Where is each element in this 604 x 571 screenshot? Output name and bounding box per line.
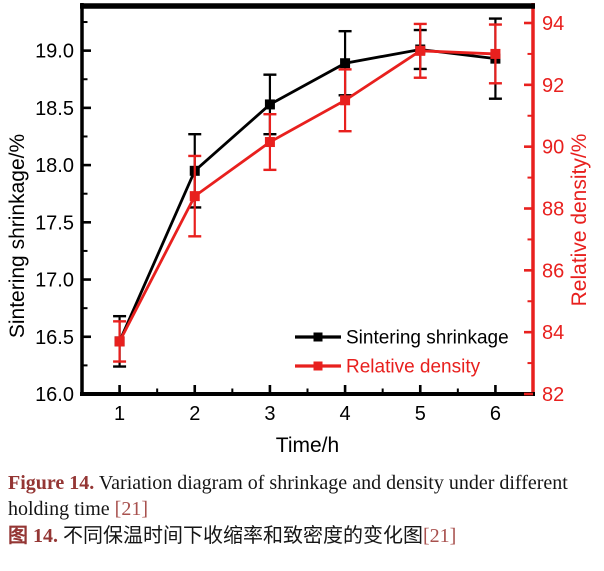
right-axis-tick-label: 82 — [542, 384, 564, 406]
x-axis-tick-label: 3 — [264, 403, 275, 425]
left-axis-tick-label: 18.5 — [35, 98, 74, 120]
left-axis-tick-label: 16.5 — [35, 327, 74, 349]
data-point-marker — [189, 191, 200, 202]
left-axis-tick-label: 16.0 — [35, 384, 74, 406]
left-axis: 16.0 16.5 17.0 17.5 18.0 18.5 19.0 — [35, 21, 91, 406]
right-axis-tick-label: 92 — [542, 75, 564, 97]
x-axis-tick-label: 2 — [189, 403, 200, 425]
right-axis-tick-label: 90 — [542, 137, 564, 159]
legend-label: Sintering shrinkage — [346, 328, 509, 349]
citation-ref-en[interactable]: [21] — [114, 498, 148, 521]
citation-ref-zh[interactable]: [21] — [423, 524, 457, 547]
legend-marker — [313, 361, 323, 371]
figure-caption: Figure 14. Variation diagram of shrinkag… — [0, 460, 604, 549]
legend-label: Relative density — [346, 357, 481, 378]
series-left — [113, 17, 502, 368]
data-point-marker — [340, 95, 351, 106]
x-axis-tick-label: 6 — [490, 403, 501, 425]
x-axis-tick-label: 4 — [340, 403, 351, 425]
data-point-marker — [340, 58, 351, 69]
data-point-marker — [415, 45, 426, 56]
x-axis: 1 2 3 4 5 6 — [114, 385, 501, 425]
left-axis-title: Sintering shrinkage/% — [6, 134, 29, 338]
right-axis-tick-label: 94 — [542, 13, 564, 35]
data-point-marker — [114, 336, 125, 347]
right-axis-tick-label: 86 — [542, 260, 564, 282]
left-axis-tick-label: 19.0 — [35, 41, 74, 63]
caption-english: Figure 14. Variation diagram of shrinkag… — [8, 470, 598, 523]
series-line — [118, 49, 496, 343]
right-axis-tick-label: 84 — [542, 322, 564, 344]
caption-text-en: Variation diagram of shrinkage and densi… — [8, 472, 568, 521]
caption-label-en: Figure 14. — [8, 472, 95, 494]
right-axis-tick-label: 88 — [542, 199, 564, 221]
caption-chinese: 图 14. 不同保温时间下收缩率和致密度的变化图[21] — [8, 523, 598, 549]
right-axis: 82 84 86 88 90 92 94 — [524, 13, 564, 406]
data-point-marker — [490, 48, 501, 59]
left-axis-tick-label: 17.5 — [35, 212, 74, 234]
caption-text-zh: 不同保温时间下收缩率和致密度的变化图 — [58, 524, 423, 547]
data-point-marker — [264, 99, 275, 110]
x-axis-tick-label: 1 — [114, 403, 125, 425]
chart-area: 16.0 16.5 17.0 17.5 18.0 18.5 19.0 82 84 86 88 90 92… — [6, 3, 591, 457]
left-axis-tick-label: 17.0 — [35, 270, 74, 292]
x-axis-tick-label: 5 — [415, 403, 426, 425]
series-right — [113, 22, 502, 363]
series-line — [118, 48, 496, 342]
caption-label-zh: 图 14. — [8, 524, 58, 547]
chart-canvas: 16.0 16.5 17.0 17.5 18.0 18.5 19.0 82 84 86 88 90 92… — [6, 3, 591, 457]
legend: Sintering shrinkage Relative density — [295, 328, 509, 378]
legend-marker — [313, 332, 323, 342]
x-axis-title: Time/h — [276, 434, 339, 457]
right-axis-title: Relative density/% — [568, 134, 591, 307]
data-point-marker — [264, 137, 275, 148]
left-axis-tick-label: 18.0 — [35, 155, 74, 177]
